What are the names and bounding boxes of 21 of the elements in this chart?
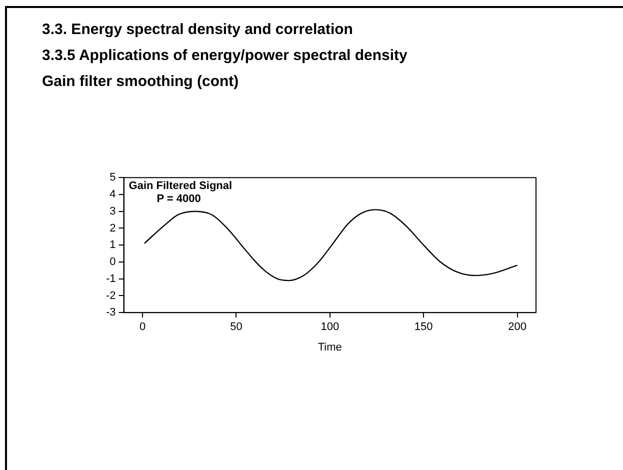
- text: Gain filter smoothing (cont): [42, 72, 240, 92]
- chart-title: Gain Filtered Signal: [128, 180, 232, 192]
- y-tick-label: 3: [110, 205, 116, 218]
- text: P = 4000: [156, 193, 201, 206]
- y-tick-label: 4: [110, 188, 116, 201]
- y-tick-label: 5: [110, 172, 116, 184]
- y-tick-label: -1: [106, 272, 116, 285]
- x-tick-label: 150: [414, 321, 433, 334]
- x-tick-label: 50: [230, 321, 242, 334]
- x-tick-label: 0: [139, 321, 146, 334]
- line-series: [144, 209, 518, 282]
- text: 3.3.5 Applications of energy/power spectral density: [42, 46, 408, 66]
- x-tick-label: 100: [320, 321, 340, 334]
- y-tick-label: 1: [110, 239, 116, 252]
- y-tick-label: -3: [106, 306, 116, 319]
- y-tick-label: 2: [110, 222, 116, 234]
- x-axis-title: Time: [318, 341, 342, 354]
- text: 3.3. Energy spectral density and correlation: [42, 20, 354, 40]
- x-tick-label: 200: [508, 321, 526, 334]
- y-tick-label: 0: [110, 256, 116, 268]
- y-tick-label: -2: [106, 290, 116, 302]
